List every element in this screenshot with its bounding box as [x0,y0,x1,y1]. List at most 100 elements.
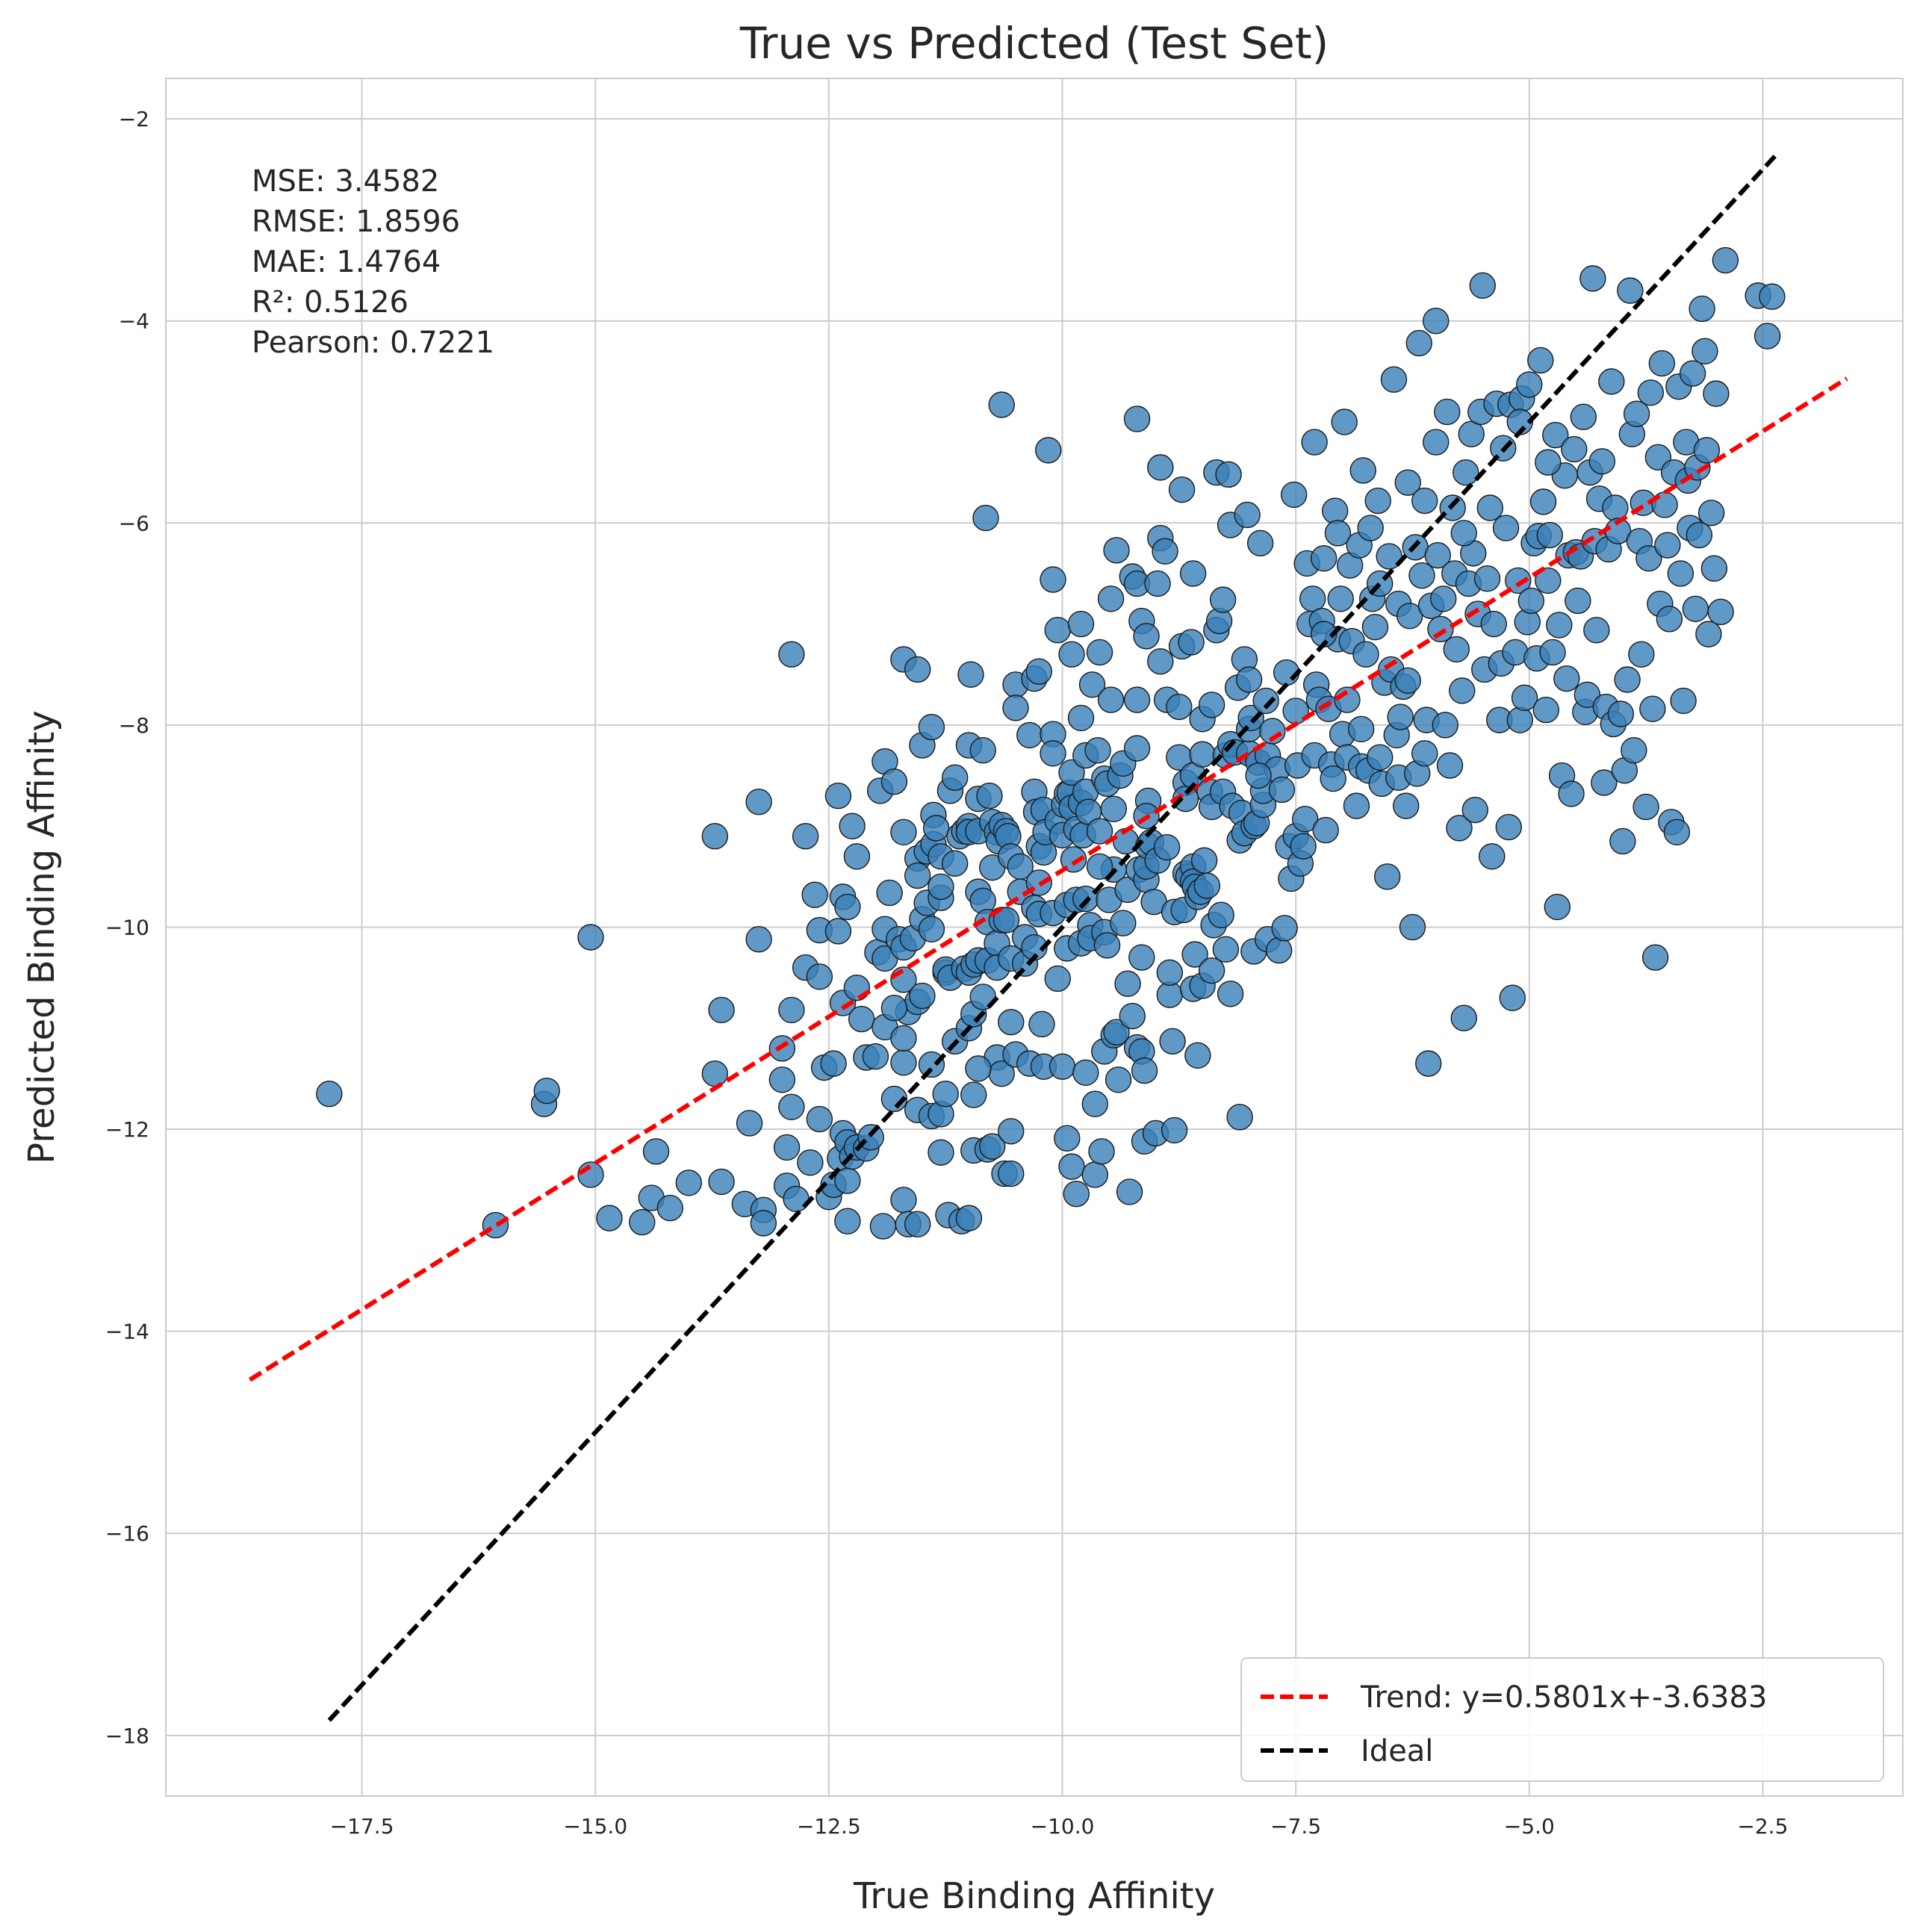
data-point [1663,819,1691,845]
data-point [1133,623,1160,650]
data-point [1617,277,1644,304]
data-point [1343,792,1370,819]
data-point [701,1060,729,1087]
data-point [1648,350,1676,377]
data-point [577,1161,604,1188]
data-point [1025,658,1052,685]
data-point [1291,806,1319,833]
data-point [1147,647,1174,675]
data-point [957,661,984,688]
data-point [1179,560,1207,587]
data-point [1667,560,1694,587]
ideal-line [327,152,1779,1722]
data-point [1208,901,1234,928]
data-point [1324,520,1352,547]
data-point [1044,965,1071,993]
data-point [1097,585,1125,612]
data-point [482,1211,509,1239]
data-point [965,1055,992,1082]
data-point [1591,769,1618,796]
data-point [1212,936,1240,963]
data-point [1352,641,1379,668]
data-point [1147,454,1174,481]
y-tick-label: −10 [105,915,149,939]
data-point [942,764,969,791]
data-point [1245,762,1272,789]
data-point [1641,944,1669,971]
data-point [890,1025,917,1052]
data-point [969,737,996,764]
data-point [1686,521,1713,549]
data-point [1040,740,1066,767]
data-point [1081,1161,1108,1188]
data-point [1299,585,1326,612]
data-point [1058,759,1085,786]
y-axis-label: Predicted Binding Affinity [21,710,63,1164]
data-point [1312,816,1339,844]
data-point [1542,421,1569,449]
data-point [932,1081,959,1108]
data-point [988,391,1015,418]
data-point [1123,406,1151,432]
data-point [778,996,805,1024]
data-point [1252,687,1279,715]
data-point [1423,429,1450,456]
data-point [1161,1116,1188,1144]
data-point [1268,776,1296,804]
data-point [1349,457,1376,484]
y-tick-label: −12 [105,1117,149,1142]
data-point [1480,610,1507,638]
data-point [1376,543,1402,570]
data-point [1621,737,1647,764]
data-point [1609,827,1636,855]
data-point [1397,603,1423,630]
data-point [869,1213,897,1240]
data-point [1453,459,1479,486]
data-point [1320,765,1346,792]
data-point [1128,944,1155,971]
data-point [1546,612,1573,639]
data-point [1635,544,1662,572]
data-point [1450,520,1477,547]
scatter-points [316,246,1786,1240]
chart-title: True vs Predicted (Test Set) [739,18,1329,69]
data-point [1583,617,1610,644]
data-point [768,1066,796,1093]
data-point [1246,529,1274,557]
data-point [1539,639,1566,666]
data-point [708,996,735,1024]
data-point [1598,368,1625,395]
data-point [960,1081,987,1108]
data-point [1430,585,1457,612]
data-point [1159,1028,1186,1055]
data-point [1193,872,1221,899]
legend-frame [1240,1657,1884,1782]
data-point [1054,1125,1081,1152]
y-tick-label: −6 [119,511,149,535]
data-point [942,850,969,877]
data-point [1366,744,1394,771]
data-point [1380,366,1408,393]
data-point [976,782,1003,810]
data-point [745,789,772,816]
data-point [1181,941,1208,968]
data-point [675,1170,703,1196]
data-point [839,813,866,839]
data-point [1461,796,1488,824]
data-point [1198,692,1225,718]
data-point [1527,347,1554,374]
data-point [1691,338,1718,364]
data-point [1579,265,1606,292]
data-point [904,656,931,683]
data-point [1093,932,1121,959]
data-point [1432,712,1458,739]
data-point [979,1133,1006,1160]
legend: Trend: y=0.5801x+-3.6383 Ideal [1240,1657,1884,1782]
data-point [745,926,772,953]
data-point [1458,420,1485,447]
data-point [1399,913,1426,941]
data-point [778,1093,805,1120]
data-point [1535,567,1562,594]
stats-box: MSE: 3.4582 RMSE: 1.8596 MAE: 1.4764 R²: 0.… [252,164,494,360]
y-tick-label: −4 [119,309,149,334]
